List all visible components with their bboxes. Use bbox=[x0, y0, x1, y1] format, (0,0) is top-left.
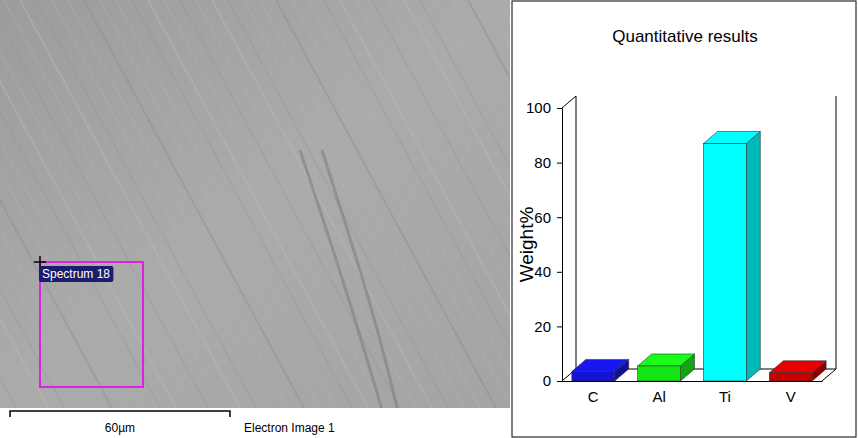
streak bbox=[404, 0, 510, 408]
y-tick bbox=[557, 272, 562, 273]
bar-top bbox=[572, 359, 629, 371]
streak bbox=[180, 0, 400, 408]
bar bbox=[572, 371, 615, 381]
y-tick-label: 0 bbox=[543, 372, 551, 389]
streak bbox=[0, 0, 128, 408]
scale-bar bbox=[10, 411, 230, 417]
streak bbox=[484, 0, 510, 408]
bar-top bbox=[769, 361, 826, 373]
streak bbox=[244, 0, 464, 408]
bar bbox=[704, 143, 747, 381]
chart-panel bbox=[512, 1, 856, 437]
streak bbox=[148, 0, 368, 408]
y-tick-group: 40 bbox=[534, 263, 562, 280]
spectrum-label-bg bbox=[39, 266, 113, 282]
x-tick-group: V bbox=[786, 381, 796, 405]
bar-group bbox=[638, 354, 695, 381]
x-axis: C Al Ti V bbox=[563, 381, 823, 405]
x-axis-line bbox=[563, 381, 823, 382]
streak bbox=[276, 0, 496, 408]
streak bbox=[164, 0, 384, 408]
image-caption: Electron Image 1 bbox=[244, 421, 335, 435]
streak bbox=[0, 0, 160, 408]
spectrum-label: Spectrum 18 bbox=[42, 267, 110, 281]
x-tick-group: Ti bbox=[719, 381, 731, 405]
bar bbox=[769, 373, 812, 381]
streak bbox=[52, 0, 272, 408]
bar-group bbox=[572, 359, 629, 381]
y-tick-label: 80 bbox=[534, 154, 551, 171]
y-tick-group: 80 bbox=[534, 154, 562, 171]
streak bbox=[0, 0, 144, 408]
y-tick bbox=[557, 108, 562, 109]
x-tick-label: C bbox=[588, 388, 599, 405]
streak bbox=[372, 0, 510, 408]
bar bbox=[638, 366, 681, 381]
streak bbox=[436, 0, 510, 408]
x-tick-label: Al bbox=[652, 388, 665, 405]
bar-group bbox=[704, 131, 761, 381]
frame-depth bbox=[562, 96, 836, 381]
electron-image bbox=[0, 0, 510, 408]
streak bbox=[0, 0, 208, 408]
scratch bbox=[300, 150, 400, 408]
y-tick-group: 0 bbox=[543, 372, 562, 389]
y-axis-line bbox=[557, 109, 563, 382]
y-tick bbox=[557, 217, 562, 218]
bar-top bbox=[704, 131, 761, 143]
streak bbox=[0, 0, 64, 408]
x-tick-label: Ti bbox=[719, 388, 731, 405]
x-tick-label: V bbox=[786, 388, 796, 405]
streak bbox=[260, 0, 480, 408]
streak bbox=[84, 0, 304, 408]
streak bbox=[36, 0, 256, 408]
y-tick-group: 60 bbox=[534, 209, 562, 226]
streak bbox=[420, 0, 510, 408]
bars bbox=[572, 131, 826, 381]
streak bbox=[68, 0, 288, 408]
streak bbox=[500, 0, 510, 408]
y-tick-group: 20 bbox=[534, 318, 562, 335]
streak bbox=[0, 0, 192, 408]
streak bbox=[20, 0, 240, 408]
bar-top bbox=[638, 354, 695, 366]
bar-group bbox=[769, 361, 826, 381]
streak bbox=[388, 0, 510, 408]
caption-strip bbox=[0, 408, 510, 438]
y-tick bbox=[557, 381, 562, 382]
chart-title: Quantitative results bbox=[612, 27, 758, 46]
y-tick bbox=[557, 163, 562, 164]
bar-side bbox=[746, 131, 760, 381]
streak bbox=[116, 0, 336, 408]
y-tick-label: 20 bbox=[534, 318, 551, 335]
streak bbox=[468, 0, 510, 408]
y-tick bbox=[557, 326, 562, 327]
streak bbox=[356, 0, 510, 408]
streak bbox=[292, 0, 510, 408]
streak bbox=[0, 0, 176, 408]
x-tick-group: Al bbox=[652, 381, 665, 405]
y-tick-label: 100 bbox=[526, 99, 551, 116]
streak bbox=[212, 0, 432, 408]
scale-bar-label: 60µm bbox=[105, 421, 135, 435]
y-axis-title: Weight% bbox=[516, 207, 537, 283]
spectrum-box bbox=[40, 262, 143, 387]
streak bbox=[100, 0, 320, 408]
streak bbox=[4, 0, 224, 408]
chart-frame bbox=[562, 96, 836, 381]
y-tick-group: 100 bbox=[526, 99, 562, 116]
x-tick-group: C bbox=[588, 381, 599, 405]
